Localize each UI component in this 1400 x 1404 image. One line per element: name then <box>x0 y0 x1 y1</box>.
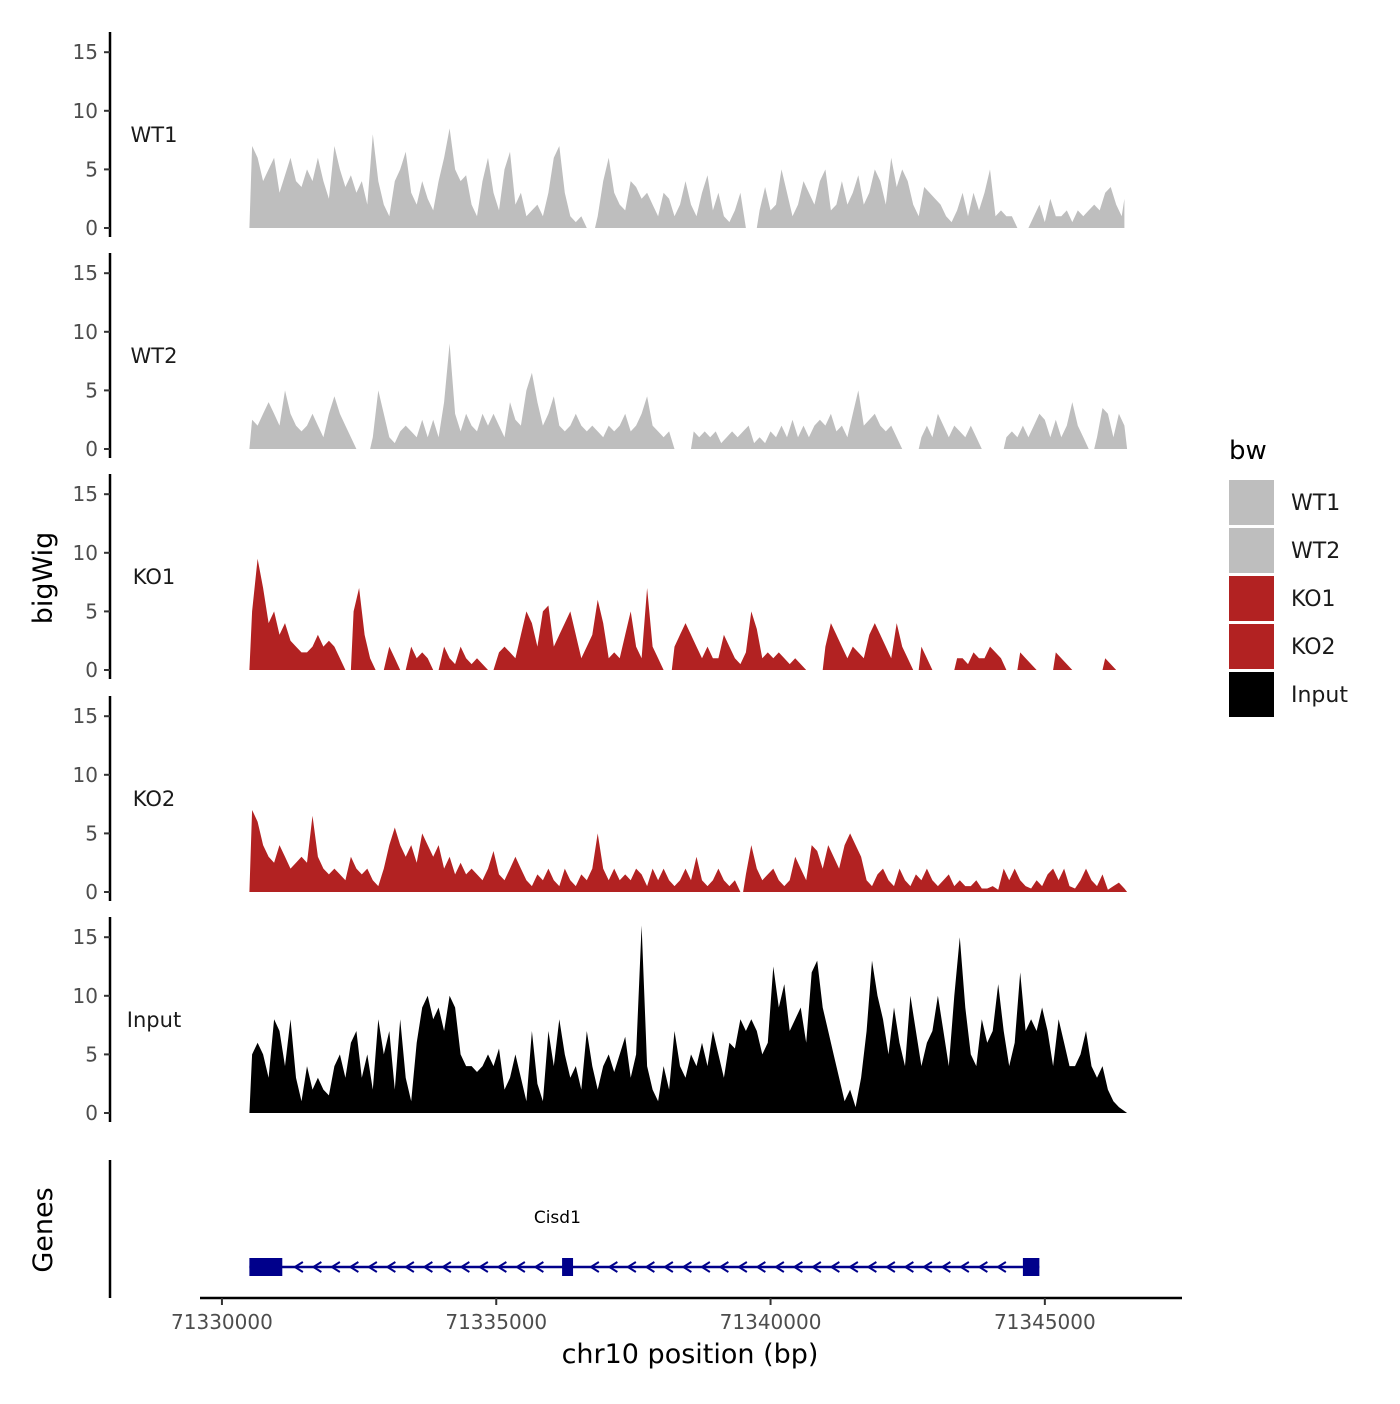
x-tick-label: 71340000 <box>720 1310 822 1334</box>
legend-title: bw <box>1229 436 1267 466</box>
strand-chevron-icon <box>921 1261 933 1273</box>
x-tick-label: 71345000 <box>994 1310 1096 1334</box>
legend-label-ko1: KO1 <box>1291 587 1336 612</box>
track-label-ko1: KO1 <box>133 565 176 589</box>
legend-label-ko2: KO2 <box>1291 635 1336 660</box>
legend-swatch-wt1 <box>1229 480 1274 525</box>
coverage-area-wt2 <box>249 343 1128 449</box>
strand-chevron-icon <box>514 1261 526 1273</box>
x-tick-label: 71330000 <box>171 1310 273 1334</box>
gene-exon <box>249 1258 283 1276</box>
strand-chevron-icon <box>496 1261 507 1273</box>
y-tick-label: 10 <box>73 763 98 787</box>
strand-chevron-icon <box>995 1261 1007 1273</box>
y-tick-label: 5 <box>85 599 98 623</box>
y-tick-label: 15 <box>73 925 98 949</box>
y-tick-label: 10 <box>73 320 98 344</box>
strand-chevron-icon <box>366 1261 378 1273</box>
y-tick-label: 0 <box>85 437 98 461</box>
legend: bw WT1 WT2 KO1 KO2 Input <box>1229 436 1348 717</box>
strand-chevron-icon <box>588 1261 600 1273</box>
strand-chevron-icon <box>977 1261 988 1273</box>
strand-chevron-icon <box>311 1261 322 1273</box>
track-ko2: KO2 0 5 10 15 <box>73 696 1128 904</box>
strand-chevron-icon <box>440 1261 452 1273</box>
legend-label-wt2: WT2 <box>1291 539 1340 564</box>
gene-exon <box>1022 1258 1040 1276</box>
track-ko1: KO1 0 5 10 15 <box>73 474 1117 682</box>
y-tick-label: 0 <box>85 658 98 682</box>
strand-chevron-icon <box>847 1261 859 1273</box>
y-tick-label: 15 <box>73 704 98 728</box>
strand-chevron-icon <box>459 1261 470 1273</box>
strand-chevron-icon <box>292 1261 304 1273</box>
legend-swatch-ko2 <box>1229 624 1274 669</box>
strand-chevron-icon <box>699 1261 711 1273</box>
legend-swatch-input <box>1229 672 1274 717</box>
genes-axis-title: Genes <box>28 1187 59 1272</box>
strand-chevron-icon <box>884 1261 896 1273</box>
strand-chevron-icon <box>403 1261 415 1273</box>
legend-swatch-ko1 <box>1229 576 1274 621</box>
track-label-wt2: WT2 <box>131 344 178 368</box>
strand-chevron-icon <box>792 1261 803 1273</box>
strand-chevron-icon <box>607 1261 618 1273</box>
y-tick-label: 15 <box>73 482 98 506</box>
coverage-area-wt1 <box>249 128 1125 228</box>
strand-chevron-icon <box>755 1261 766 1273</box>
y-tick-label: 0 <box>85 1101 98 1125</box>
strand-chevron-icon <box>903 1261 914 1273</box>
track-input: Input 0 5 10 15 <box>73 917 1128 1125</box>
strand-chevron-icon <box>329 1261 341 1273</box>
strand-chevron-icon <box>644 1261 655 1273</box>
track-label-input: Input <box>127 1008 181 1032</box>
y-tick-label: 10 <box>73 541 98 565</box>
strand-chevron-icon <box>348 1261 359 1273</box>
y-tick-label: 0 <box>85 880 98 904</box>
track-label-ko2: KO2 <box>133 787 176 811</box>
x-axis: 71330000 71335000 71340000 71345000 <box>171 1296 1182 1334</box>
legend-label-wt1: WT1 <box>1291 491 1340 516</box>
x-tick-label: 71335000 <box>445 1310 547 1334</box>
strand-chevron-icon <box>866 1261 877 1273</box>
y-tick-label: 0 <box>85 216 98 240</box>
strand-chevron-icon <box>477 1261 489 1273</box>
strand-chevron-icon <box>829 1261 840 1273</box>
gene-exon <box>562 1258 574 1276</box>
strand-chevron-icon <box>810 1261 822 1273</box>
y-axis-title: bigWig <box>28 532 59 625</box>
strand-chevron-icon <box>940 1261 951 1273</box>
y-tick-label: 5 <box>85 821 98 845</box>
x-axis-title: chr10 position (bp) <box>562 1339 819 1370</box>
legend-swatch-wt2 <box>1229 528 1274 573</box>
y-tick-label: 10 <box>73 984 98 1008</box>
strand-chevron-icon <box>681 1261 692 1273</box>
strand-chevron-icon <box>662 1261 674 1273</box>
y-tick-label: 5 <box>85 157 98 181</box>
strand-chevron-icon <box>625 1261 637 1273</box>
y-tick-label: 10 <box>73 99 98 123</box>
coverage-area-ko2 <box>249 810 1128 892</box>
strand-chevron-icon <box>422 1261 433 1273</box>
legend-label-input: Input <box>1291 683 1348 708</box>
y-tick-label: 5 <box>85 1042 98 1066</box>
coverage-area-ko1 <box>249 558 1117 670</box>
coverage-area-input <box>249 925 1128 1113</box>
gene-name-label: Cisd1 <box>534 1208 581 1228</box>
y-tick-label: 15 <box>73 261 98 285</box>
strand-chevron-icon <box>718 1261 729 1273</box>
gene-cisd1: Cisd1 <box>108 1160 1040 1298</box>
track-label-wt1: WT1 <box>131 123 178 147</box>
track-wt2: WT2 0 5 10 15 <box>73 253 1128 461</box>
strand-chevron-icon <box>773 1261 785 1273</box>
strand-chevron-icon <box>958 1261 970 1273</box>
y-tick-label: 5 <box>85 378 98 402</box>
track-wt1: WT1 0 5 10 15 <box>73 32 1125 240</box>
strand-chevron-icon <box>533 1261 544 1273</box>
strand-chevron-icon <box>736 1261 748 1273</box>
strand-chevron-icon <box>385 1261 396 1273</box>
y-tick-label: 15 <box>73 40 98 64</box>
